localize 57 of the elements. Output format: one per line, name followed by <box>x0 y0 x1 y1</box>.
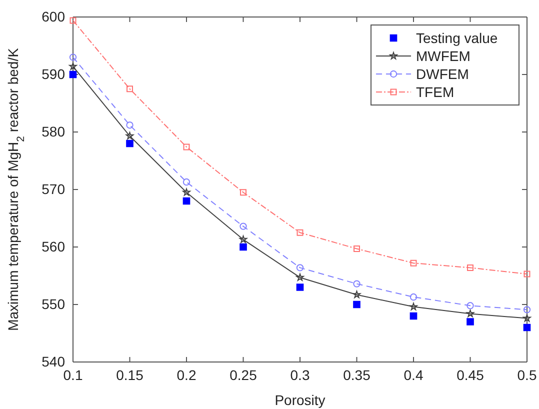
point <box>239 235 248 243</box>
point <box>523 324 531 332</box>
point <box>126 132 134 140</box>
y-tick-label: 540 <box>42 353 66 370</box>
y-tick-label: 600 <box>42 8 66 24</box>
point <box>296 284 304 291</box>
point <box>523 314 531 322</box>
x-tick-label: 0.5 <box>517 366 537 383</box>
point <box>69 54 77 61</box>
y-tick-label: 560 <box>42 238 66 254</box>
x-tick-label: 0.25 <box>230 366 258 383</box>
point <box>240 243 247 251</box>
point <box>353 300 360 308</box>
point <box>126 140 134 148</box>
x-tick-label: 0.2 <box>176 366 196 383</box>
point <box>467 264 474 271</box>
point <box>182 197 190 205</box>
x-tick-label: 0.45 <box>456 366 484 383</box>
point <box>182 178 190 186</box>
legend-label: MWFEM <box>416 48 470 64</box>
y-tick-label: 570 <box>42 180 66 197</box>
x-tick-label: 0.15 <box>116 366 144 383</box>
point <box>240 189 246 196</box>
point <box>353 280 360 288</box>
point <box>354 245 360 252</box>
point <box>524 270 530 278</box>
legend-label: DWFEM <box>416 66 469 82</box>
x-tick-label: 0.35 <box>343 366 371 383</box>
point <box>69 62 77 70</box>
point <box>296 264 304 272</box>
y-tick-label: 550 <box>42 296 66 312</box>
point <box>182 188 190 196</box>
point <box>410 302 418 310</box>
y-tick-label: 590 <box>42 66 66 82</box>
y-tick-label: 580 <box>42 123 66 140</box>
point <box>410 260 417 266</box>
point <box>352 290 361 298</box>
point <box>296 273 304 281</box>
point <box>183 144 190 150</box>
legend-label: TFEM <box>416 84 454 100</box>
x-tick-label: 0.1 <box>63 366 83 383</box>
point <box>466 302 474 310</box>
point <box>466 310 474 318</box>
point <box>70 17 76 24</box>
point <box>126 122 134 129</box>
point <box>466 318 474 326</box>
x-tick-label: 0.4 <box>404 366 424 383</box>
point <box>410 293 418 301</box>
point <box>126 86 133 92</box>
point <box>69 70 77 78</box>
point <box>296 229 304 236</box>
point <box>410 312 418 320</box>
x-axis-title: Porosity <box>274 392 326 408</box>
legend-label: Testing value <box>416 30 498 46</box>
point <box>523 306 531 314</box>
point <box>240 222 247 230</box>
x-tick-label: 0.3 <box>290 366 310 383</box>
